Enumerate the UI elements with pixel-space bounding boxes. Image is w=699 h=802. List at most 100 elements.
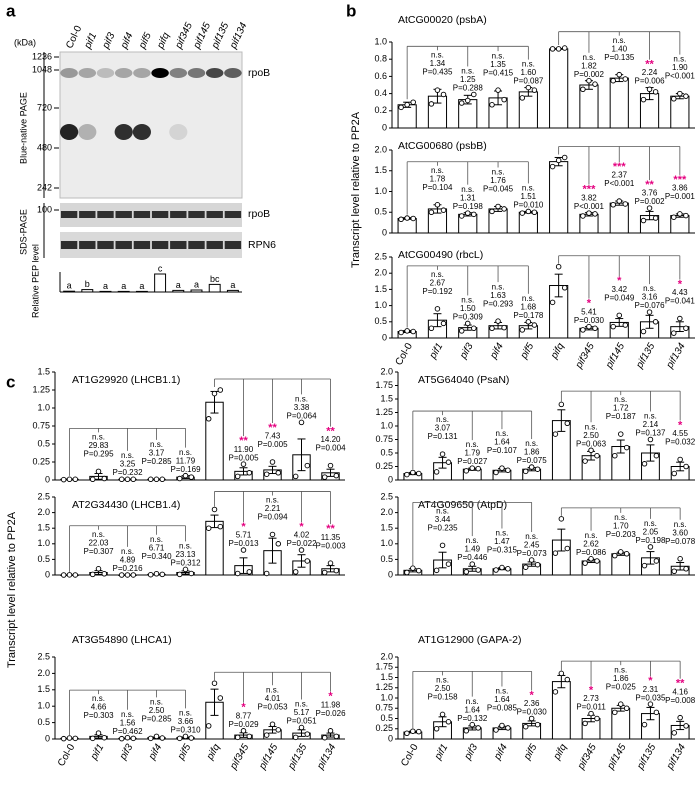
point: [501, 206, 507, 212]
y-axis-label: Transcript level relative to PP2A: [350, 111, 362, 268]
point: [683, 212, 689, 219]
fold-change: 11.79: [176, 456, 196, 465]
fold-change: 3.76: [642, 189, 658, 198]
point: [612, 452, 618, 459]
fold-change: 3.86: [672, 184, 688, 193]
y-tick-label: 1.5: [380, 523, 393, 533]
p-value: P=0.187: [606, 412, 637, 421]
p-value: P=0.003: [315, 541, 346, 550]
p-value: P=0.198: [453, 202, 484, 211]
fold-change: 1.86: [613, 674, 629, 683]
point: [519, 210, 526, 216]
p-value: P=0.288: [453, 84, 484, 93]
point: [275, 541, 282, 547]
point: [211, 506, 218, 513]
point: [641, 721, 648, 728]
point: [677, 456, 683, 463]
significance: **: [268, 422, 277, 434]
y-tick-label: 2.0: [37, 668, 50, 678]
fold-change: 1.78: [430, 174, 446, 183]
fold-change: 4.01: [265, 694, 281, 703]
point: [552, 550, 559, 556]
bar: [190, 289, 203, 293]
p-value: P=0.053: [257, 702, 288, 711]
point: [564, 545, 571, 552]
point: [205, 416, 212, 422]
y-tick-label: 1.0: [374, 36, 387, 46]
point: [534, 561, 541, 568]
significance: n.s.: [92, 530, 105, 539]
group-letter: a: [67, 281, 72, 291]
significance: n.s.: [295, 700, 308, 709]
point: [475, 725, 481, 731]
fold-change: 5.41: [581, 307, 597, 316]
x-tick-label: pif5: [521, 742, 539, 763]
point: [404, 102, 410, 108]
significance: n.s.: [121, 451, 134, 460]
point: [217, 695, 224, 701]
group-letter: bc: [210, 274, 220, 284]
y-tick-label: 2.0: [37, 507, 50, 517]
blot-band: [79, 241, 96, 249]
point: [653, 709, 660, 716]
point: [211, 680, 218, 686]
significance: n.s.: [495, 429, 508, 438]
point: [561, 154, 568, 161]
point: [671, 330, 677, 336]
y-tick-label: 0.5: [37, 717, 50, 727]
p-value: P=0.192: [422, 287, 453, 296]
y-tick-label: 0: [388, 569, 393, 579]
significance: n.s.: [92, 694, 105, 703]
fold-change: 3.42: [611, 285, 627, 294]
point: [147, 735, 154, 742]
point: [101, 571, 108, 577]
blot-band: [151, 68, 169, 78]
p-value: P=0.310: [170, 725, 201, 734]
fold-change: 1.79: [464, 449, 480, 458]
point: [404, 215, 410, 221]
point: [410, 215, 416, 222]
p-value: P=0.075: [517, 456, 548, 465]
point: [398, 329, 404, 336]
point: [683, 566, 689, 572]
y-tick-label: 1.5: [380, 672, 393, 682]
point: [683, 463, 689, 470]
blot-band: [187, 68, 206, 78]
y-tick-label: 0: [45, 474, 50, 484]
significance: n.s.: [525, 439, 538, 448]
point: [463, 728, 470, 734]
p-value: P=0.002: [574, 70, 605, 79]
point: [95, 730, 102, 736]
point: [618, 701, 624, 707]
point: [118, 476, 125, 483]
fold-change: 1.86: [524, 448, 540, 457]
point: [586, 77, 592, 84]
chart-title: AtCG00680 (psbB): [398, 140, 487, 152]
point: [458, 100, 465, 106]
significance: n.s.: [466, 536, 479, 545]
significance: n.s.: [492, 168, 505, 177]
significance: n.s.: [582, 53, 595, 62]
point: [440, 320, 447, 327]
x-tick-label: pif135: [635, 742, 659, 772]
point: [552, 431, 559, 437]
x-tick-label: pif5: [518, 341, 536, 362]
point: [531, 87, 538, 93]
significance: ***: [673, 174, 687, 186]
p-value: P=0.030: [574, 316, 605, 325]
point: [439, 451, 446, 457]
y-tick-label: 1.0: [37, 701, 50, 711]
fold-change: 2.62: [583, 539, 599, 548]
p-value: P=0.435: [422, 67, 453, 76]
significance: **: [239, 435, 248, 447]
point: [130, 572, 137, 578]
point: [246, 733, 253, 740]
significance: **: [645, 179, 654, 191]
significance: n.s.: [461, 296, 474, 305]
y-tick-label: 1.5: [380, 393, 393, 403]
fold-change: 1.90: [672, 63, 688, 72]
y-tick-label: 1.0: [380, 692, 393, 702]
point: [580, 213, 586, 219]
fold-change: 1.64: [464, 705, 480, 714]
fold-change: 23.13: [175, 550, 196, 559]
